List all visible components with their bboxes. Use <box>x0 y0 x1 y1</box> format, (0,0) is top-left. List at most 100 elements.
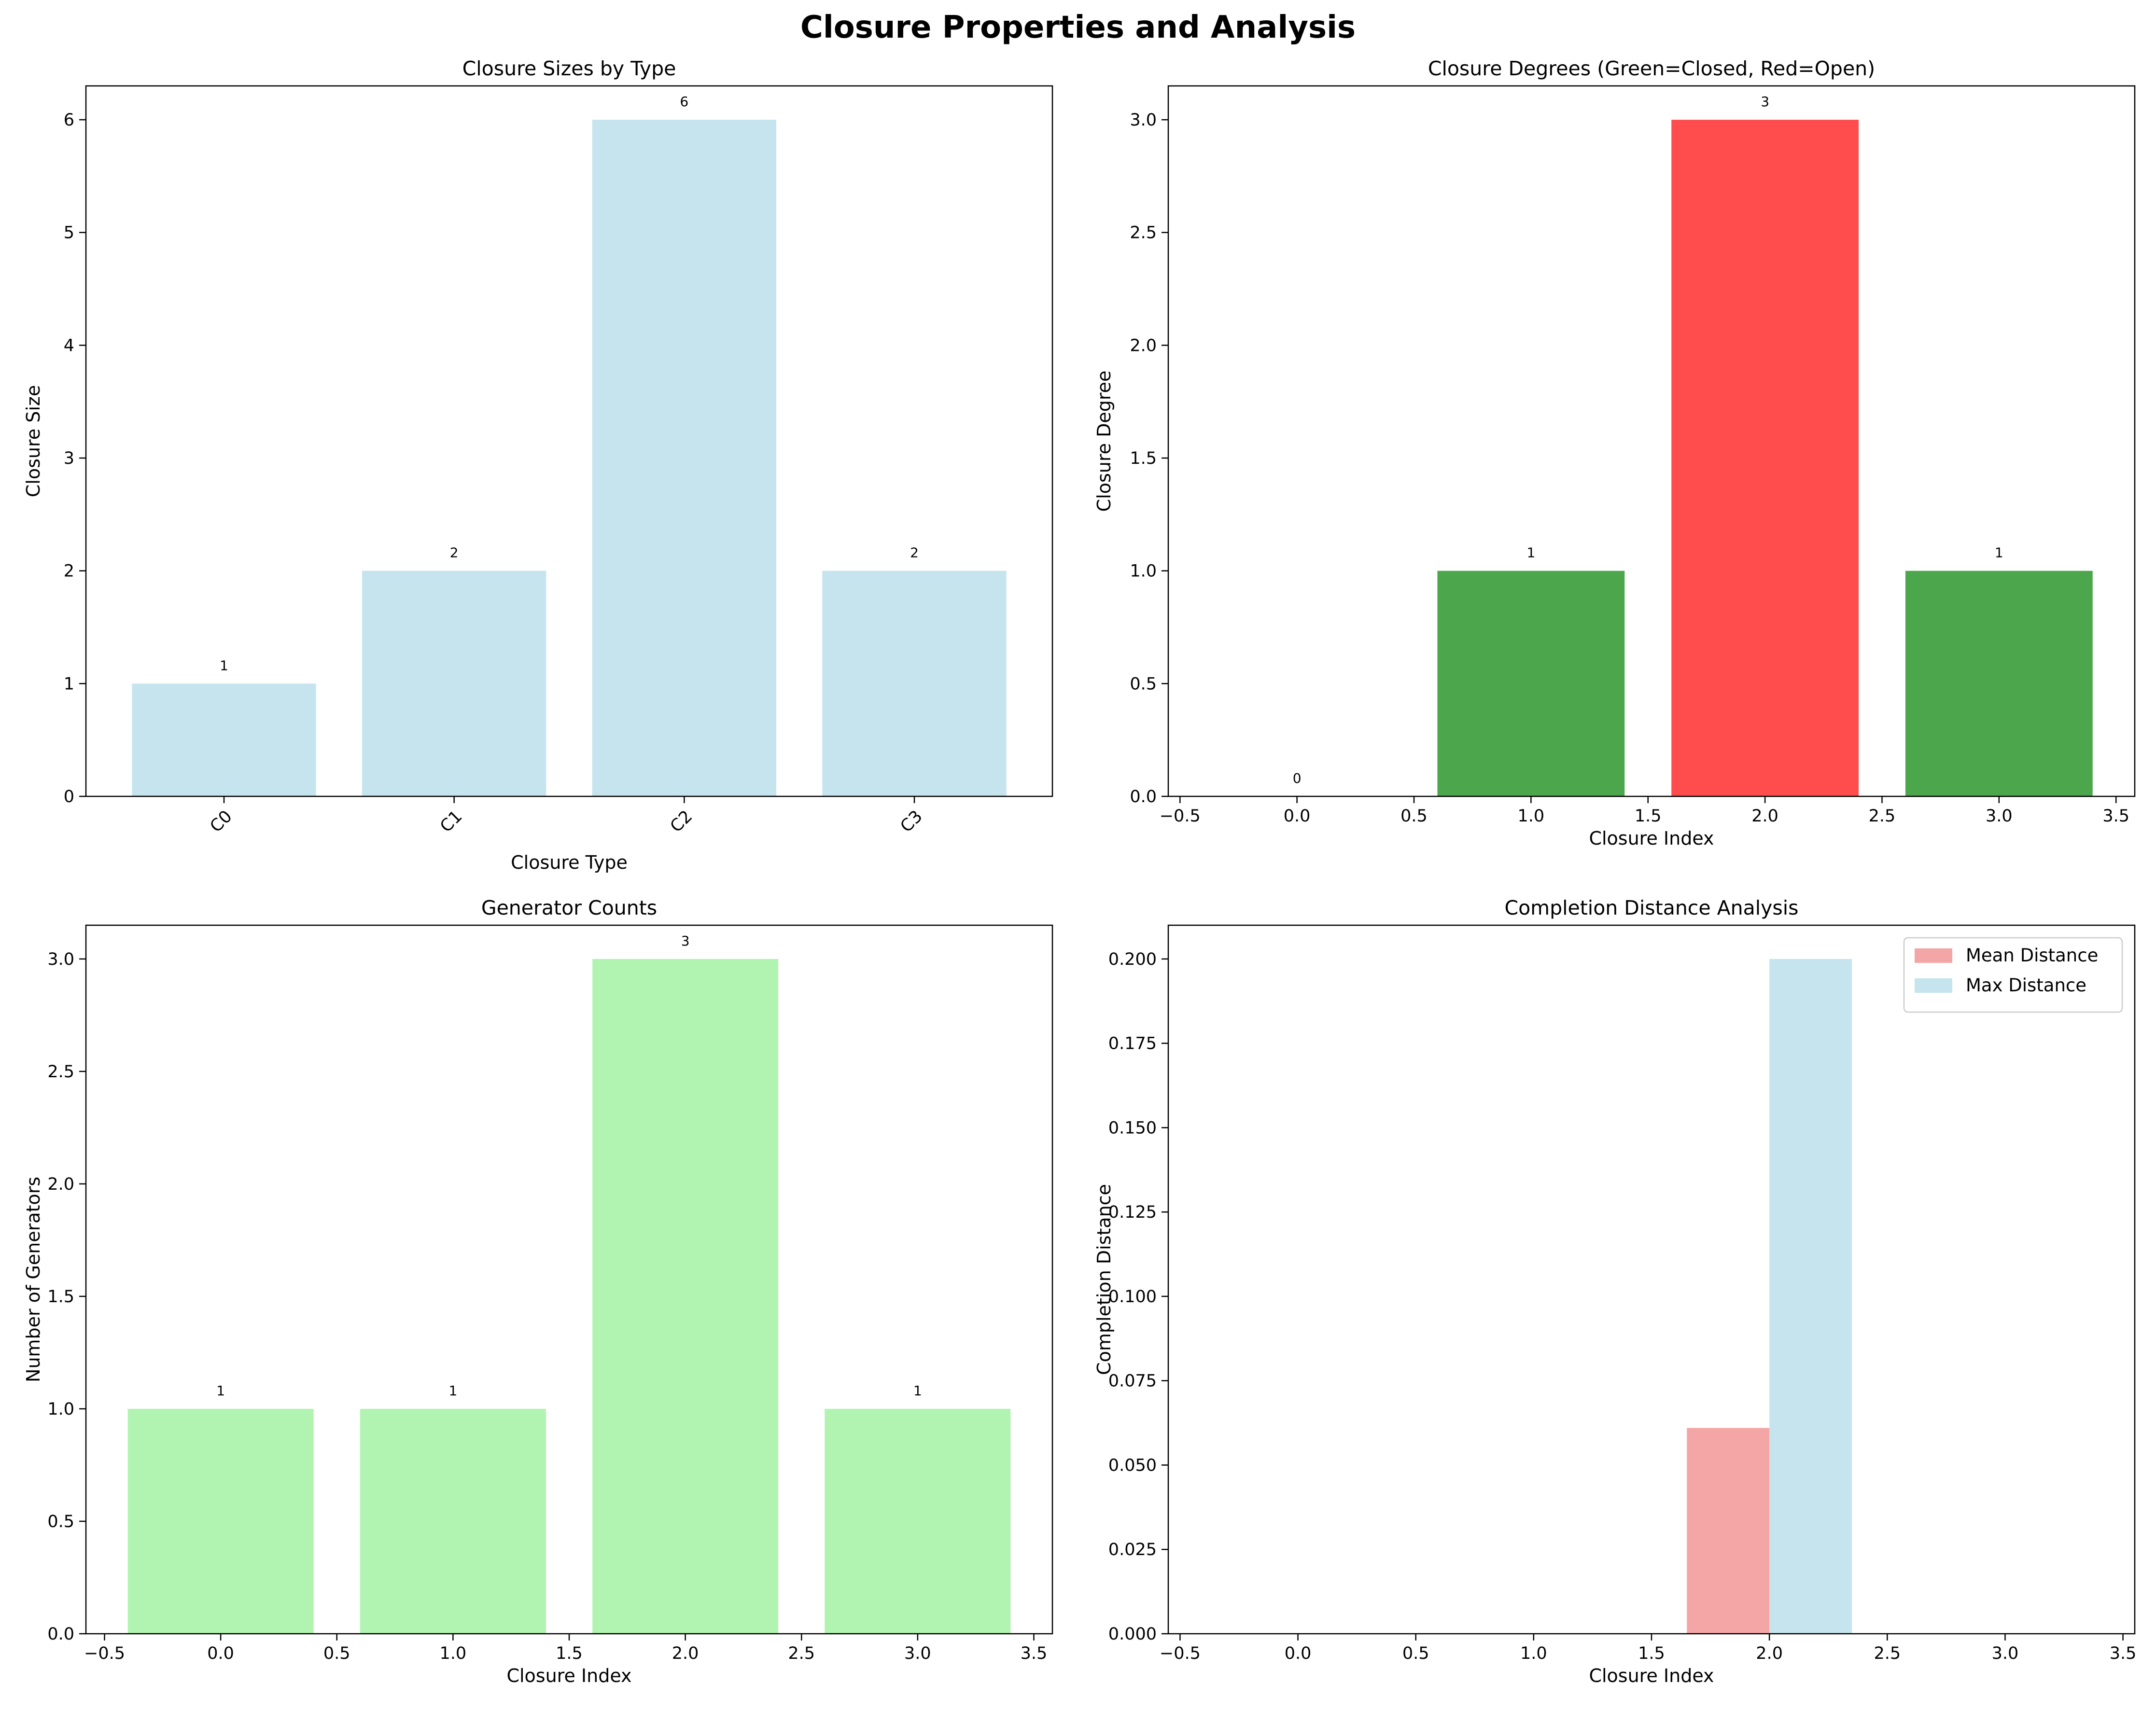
y-axis-label: Number of Generators <box>23 1177 44 1382</box>
x-tick-label: 2.5 <box>1869 806 1896 826</box>
x-tick-label: 0.5 <box>1402 1644 1429 1663</box>
x-tick-label: 1.5 <box>556 1644 583 1663</box>
legend-entry: Max Distance <box>1966 975 2086 996</box>
data-label: 3 <box>681 933 690 949</box>
data-label: 1 <box>913 1383 922 1399</box>
y-tick-label: 0.025 <box>1108 1540 1157 1559</box>
bar <box>1437 570 1625 796</box>
bar <box>1671 120 1859 797</box>
y-tick-label: 2.5 <box>47 1062 74 1082</box>
y-tick-label: 2.0 <box>1130 336 1157 355</box>
x-tick-label: 3.5 <box>2110 1644 2137 1663</box>
y-tick-label: 1.5 <box>47 1287 74 1307</box>
x-axis-label: Closure Index <box>1589 1665 1714 1686</box>
x-tick-label: −0.5 <box>84 1644 125 1663</box>
y-tick-label: 1 <box>64 674 74 694</box>
x-tick-label: 1.0 <box>1518 806 1545 826</box>
x-tick-label: 1.0 <box>440 1644 467 1663</box>
bar <box>127 1408 314 1634</box>
chart-completion-distance: 0.000 0.025 0.050 0.075 0.100 0.125 0.150 0.175… <box>1093 896 2136 1686</box>
data-label: 1 <box>216 1383 225 1399</box>
x-tick-label: −0.5 <box>1160 806 1201 826</box>
x-tick-label: 0.5 <box>1400 806 1428 826</box>
x-axis-label: Closure Index <box>1589 828 1714 849</box>
y-tick-label: 0.000 <box>1108 1625 1157 1644</box>
data-label: 1 <box>1995 545 2003 561</box>
bar <box>1905 570 2093 796</box>
y-tick-label: 0.125 <box>1108 1203 1157 1222</box>
plot-frame <box>85 85 1053 797</box>
y-tick-label: 0.175 <box>1108 1034 1157 1054</box>
plot-frame <box>1167 85 2136 797</box>
y-tick-label: 3.0 <box>47 950 74 969</box>
x-axis-label: Closure Type <box>511 852 628 873</box>
x-tick-label: 3.5 <box>2102 806 2129 826</box>
y-tick-label: 5 <box>64 223 74 243</box>
x-tick-label: 1.5 <box>1635 806 1662 826</box>
y-tick-label: 0.050 <box>1108 1456 1157 1475</box>
y-tick-label: 0.5 <box>47 1512 74 1531</box>
x-tick-label: 2.0 <box>1751 806 1778 826</box>
data-label: 2 <box>910 545 919 561</box>
bar <box>1769 959 1852 1634</box>
y-tick-label: 0.0 <box>1130 787 1157 806</box>
data-label: 6 <box>680 94 688 110</box>
x-tick-label: 0.0 <box>1284 806 1311 826</box>
data-label: 1 <box>448 1383 457 1399</box>
y-tick-label: 2.0 <box>47 1175 74 1194</box>
data-label: 3 <box>1761 94 1769 110</box>
figure-title: Closure Properties and Analysis <box>800 10 1356 45</box>
y-tick-label: 2 <box>64 562 74 581</box>
data-label: 1 <box>220 657 228 673</box>
y-tick-label: 1.0 <box>1130 562 1157 581</box>
chart-title: Closure Sizes by Type <box>462 57 676 80</box>
y-tick-label: 0.100 <box>1108 1287 1157 1307</box>
y-tick-label: 2.5 <box>1130 223 1157 243</box>
legend-swatch <box>1915 978 1952 993</box>
y-tick-label: 3.0 <box>1130 111 1157 130</box>
y-tick-label: 3 <box>64 449 74 468</box>
legend-entry: Mean Distance <box>1966 945 2098 966</box>
x-tick-label: 2.5 <box>788 1644 815 1663</box>
y-tick-label: 0.200 <box>1108 950 1157 969</box>
y-axis-label: Closure Degree <box>1093 371 1115 512</box>
x-tick-label: −0.5 <box>1160 1644 1201 1663</box>
y-axis-label: Closure Size <box>23 385 44 497</box>
x-tick-label: 0.0 <box>207 1644 234 1663</box>
y-tick-label: 0 <box>64 787 74 806</box>
bar <box>360 1408 546 1634</box>
x-tick-label: 3.0 <box>1992 1644 2019 1663</box>
bar <box>592 959 779 1634</box>
data-label: 1 <box>1526 545 1535 561</box>
x-tick-label: 3.5 <box>1021 1644 1048 1663</box>
y-tick-label: 6 <box>64 111 74 130</box>
y-tick-label: 0.0 <box>47 1625 74 1644</box>
bar <box>822 570 1007 796</box>
y-tick-label: 0.5 <box>1130 674 1157 694</box>
x-tick-label: 3.0 <box>1986 806 2013 826</box>
y-tick-label: 1.0 <box>47 1400 74 1419</box>
y-tick-label: 1.5 <box>1130 449 1157 468</box>
legend-swatch <box>1915 948 1952 963</box>
chart-title: Completion Distance Analysis <box>1504 896 1798 919</box>
x-tick-label: 0.0 <box>1285 1644 1312 1663</box>
x-axis-label: Closure Index <box>506 1665 631 1686</box>
legend-box <box>1903 937 2123 1013</box>
chart-title: Closure Degrees (Green=Closed, Red=Open) <box>1428 57 1875 80</box>
chart-title: Generator Counts <box>481 896 657 919</box>
y-axis-label: Completion Distance <box>1093 1184 1115 1375</box>
bar <box>1687 1428 1770 1634</box>
x-tick-label: 2.5 <box>1874 1644 1901 1663</box>
bar <box>132 683 316 796</box>
data-label: 0 <box>1293 770 1302 786</box>
x-tick-label: 3.0 <box>904 1644 931 1663</box>
data-label: 2 <box>450 545 459 561</box>
y-tick-label: 4 <box>64 336 74 355</box>
x-tick-label: 2.0 <box>1756 1644 1783 1663</box>
bar <box>362 570 546 796</box>
chart-generator-counts: 1 1 3 1 0.0 0.5 1.0 1.5 2.0 2.5 3.0 −0.5 0.0 0.5 1.0 1.… <box>23 896 1053 1686</box>
x-tick-label: 0.5 <box>323 1644 350 1663</box>
